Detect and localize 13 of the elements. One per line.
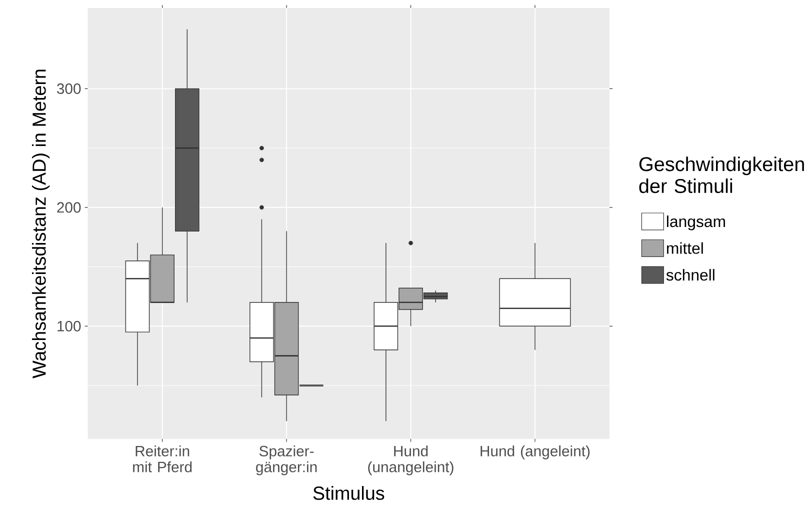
legend-label: schnell [666, 269, 714, 281]
y-axis-title: Wachsamkeitsdistanz (AD) in Metern [32, 70, 50, 378]
x-tick-label: Spazier-gänger:in [256, 446, 317, 476]
x-tick-label: Hund (unangeleint) [368, 446, 454, 476]
y-tick-label: 300 [56, 84, 81, 94]
legend-label: langsam [667, 216, 725, 230]
x-axis-title: Stimulus [313, 486, 384, 500]
y-tick-label: 100 [58, 320, 81, 332]
x-tick-label: Reiter:in mit Pferd [133, 446, 192, 472]
y-tick-label: 200 [57, 202, 81, 213]
x-tick-label: Hund (angeleint) [480, 446, 590, 460]
legend-title: Geschwindigkeiten der Stimuli [639, 156, 804, 194]
legend-label: mittel [666, 242, 703, 254]
